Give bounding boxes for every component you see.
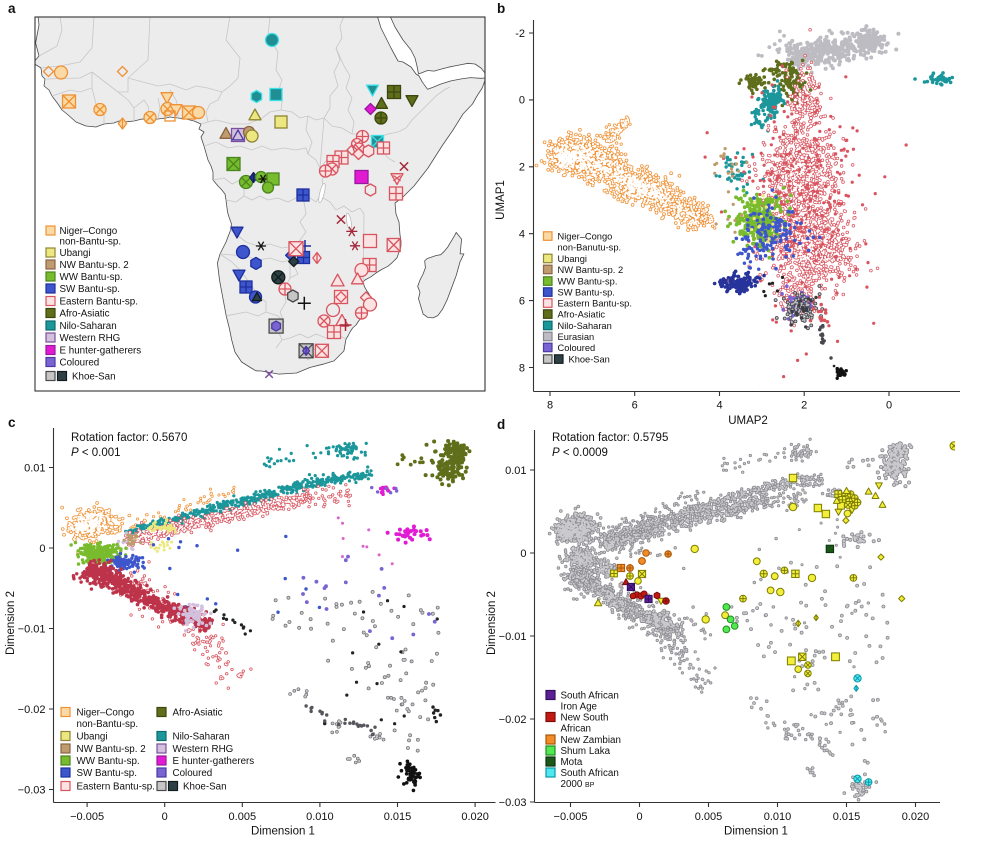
svg-text:Nilo-Saharan: Nilo-Saharan: [60, 321, 117, 332]
svg-text:−0.01: −0.01: [18, 623, 46, 635]
svg-text:2000 BP: 2000 BP: [561, 779, 595, 790]
svg-text:0.020: 0.020: [902, 811, 930, 823]
svg-text:0.005: 0.005: [229, 811, 257, 823]
svg-text:−0.03: −0.03: [18, 784, 46, 796]
svg-text:Coloured: Coloured: [60, 357, 100, 368]
svg-text:a: a: [8, 1, 16, 16]
svg-text:NW Bantu-sp. 2: NW Bantu-sp. 2: [60, 260, 129, 271]
svg-text:−0.02: −0.02: [499, 714, 527, 726]
svg-text:UMAP2: UMAP2: [728, 415, 768, 427]
svg-text:Eastern Bantu-sp.: Eastern Bantu-sp.: [60, 296, 138, 307]
svg-text:Dimension 2: Dimension 2: [5, 591, 17, 655]
svg-text:WW Bantu-sp.: WW Bantu-sp.: [77, 756, 140, 767]
svg-text:E hunter-gatherers: E hunter-gatherers: [173, 756, 255, 767]
svg-text:SW Bantu-sp.: SW Bantu-sp.: [558, 287, 615, 297]
svg-text:E hunter-gatherers: E hunter-gatherers: [60, 345, 142, 356]
svg-text:non-Bantu-sp.: non-Bantu-sp.: [77, 719, 139, 730]
svg-text:0.005: 0.005: [695, 811, 723, 823]
svg-text:P < 0.0009: P < 0.0009: [552, 447, 608, 459]
svg-text:WW Bantu-sp.: WW Bantu-sp.: [60, 272, 123, 283]
svg-text:WW Bantu-sp.: WW Bantu-sp.: [558, 276, 618, 286]
svg-text:0.010: 0.010: [306, 811, 334, 823]
svg-text:Rotation factor: 0.5795: Rotation factor: 0.5795: [552, 432, 668, 444]
svg-text:Shum Laka: Shum Laka: [561, 746, 611, 757]
svg-text:d: d: [497, 417, 505, 432]
svg-text:−0.03: −0.03: [499, 797, 527, 809]
svg-text:Western RHG: Western RHG: [60, 333, 121, 344]
svg-text:-2: -2: [515, 28, 525, 40]
svg-text:0.01: 0.01: [505, 465, 526, 477]
svg-text:0: 0: [886, 400, 892, 412]
svg-text:4: 4: [519, 229, 525, 241]
svg-text:Niger–Congo: Niger–Congo: [77, 707, 135, 718]
svg-text:non-Banutu-sp.: non-Banutu-sp.: [558, 242, 622, 252]
svg-text:−0.02: −0.02: [18, 704, 46, 716]
svg-text:SW Bantu-sp.: SW Bantu-sp.: [60, 284, 120, 295]
svg-text:6: 6: [519, 295, 525, 307]
svg-text:Mota: Mota: [561, 757, 583, 768]
svg-text:Afro-Asiatic: Afro-Asiatic: [60, 308, 110, 319]
svg-text:UMAP1: UMAP1: [495, 180, 507, 220]
svg-text:Khoe-San: Khoe-San: [569, 354, 610, 364]
svg-text:Dimension 2: Dimension 2: [486, 591, 498, 655]
svg-text:−0.01: −0.01: [499, 631, 527, 643]
svg-text:Afro-Asiatic: Afro-Asiatic: [173, 707, 223, 718]
svg-text:2: 2: [801, 400, 807, 412]
svg-text:Dimension 1: Dimension 1: [251, 826, 315, 838]
svg-text:Ubangi: Ubangi: [558, 254, 587, 264]
svg-text:NW Bantu-sp. 2: NW Bantu-sp. 2: [77, 744, 146, 755]
svg-text:Coloured: Coloured: [558, 343, 596, 353]
svg-text:Khoe-San: Khoe-San: [72, 371, 116, 382]
svg-text:NW Bantu-sp. 2: NW Bantu-sp. 2: [558, 265, 624, 275]
svg-text:Eastern Bantu-sp.: Eastern Bantu-sp.: [77, 781, 155, 792]
svg-text:Eastern Bantu-sp.: Eastern Bantu-sp.: [558, 298, 632, 308]
svg-text:8: 8: [547, 400, 553, 412]
svg-text:Afro-Asiatic: Afro-Asiatic: [558, 309, 606, 319]
svg-text:P < 0.001: P < 0.001: [71, 447, 121, 459]
svg-text:0: 0: [39, 543, 45, 555]
svg-text:−0.005: −0.005: [554, 811, 588, 823]
svg-text:8: 8: [519, 362, 525, 374]
svg-text:Iron Age: Iron Age: [561, 701, 598, 712]
svg-text:non-Bantu-sp.: non-Bantu-sp.: [60, 236, 122, 247]
svg-text:4: 4: [716, 400, 722, 412]
svg-text:0.01: 0.01: [24, 462, 45, 474]
svg-text:Niger–Congo: Niger–Congo: [60, 226, 118, 237]
svg-text:c: c: [8, 415, 16, 430]
svg-text:Nilo-Saharan: Nilo-Saharan: [173, 731, 230, 742]
svg-text:Ubangi: Ubangi: [60, 248, 91, 259]
svg-text:0.015: 0.015: [384, 811, 412, 823]
svg-text:African: African: [561, 723, 592, 734]
svg-text:Coloured: Coloured: [173, 768, 213, 779]
svg-text:SW Bantu-sp.: SW Bantu-sp.: [77, 768, 137, 779]
svg-text:b: b: [497, 1, 505, 16]
svg-text:Eurasian: Eurasian: [558, 332, 595, 342]
svg-text:New South: New South: [561, 712, 609, 723]
svg-text:Western RHG: Western RHG: [173, 744, 234, 755]
svg-text:6: 6: [632, 400, 638, 412]
svg-text:South African: South African: [561, 768, 619, 779]
svg-text:−0.005: −0.005: [70, 811, 104, 823]
svg-text:Rotation factor: 0.5670: Rotation factor: 0.5670: [71, 432, 187, 444]
svg-text:0.020: 0.020: [461, 811, 489, 823]
svg-text:Niger–Congo: Niger–Congo: [558, 231, 613, 241]
svg-text:0.015: 0.015: [833, 811, 861, 823]
svg-text:2: 2: [519, 162, 525, 174]
svg-text:0: 0: [636, 811, 642, 823]
svg-text:Dimension 1: Dimension 1: [724, 826, 788, 838]
svg-text:0.010: 0.010: [764, 811, 792, 823]
svg-text:Khoe-San: Khoe-San: [183, 781, 227, 792]
svg-text:0: 0: [519, 95, 525, 107]
svg-text:Nilo-Saharan: Nilo-Saharan: [558, 321, 612, 331]
svg-text:South African: South African: [561, 690, 619, 701]
svg-text:New Zambian: New Zambian: [561, 735, 621, 746]
svg-text:Ubangi: Ubangi: [77, 731, 108, 742]
svg-text:0: 0: [162, 811, 168, 823]
svg-text:0: 0: [520, 548, 526, 560]
